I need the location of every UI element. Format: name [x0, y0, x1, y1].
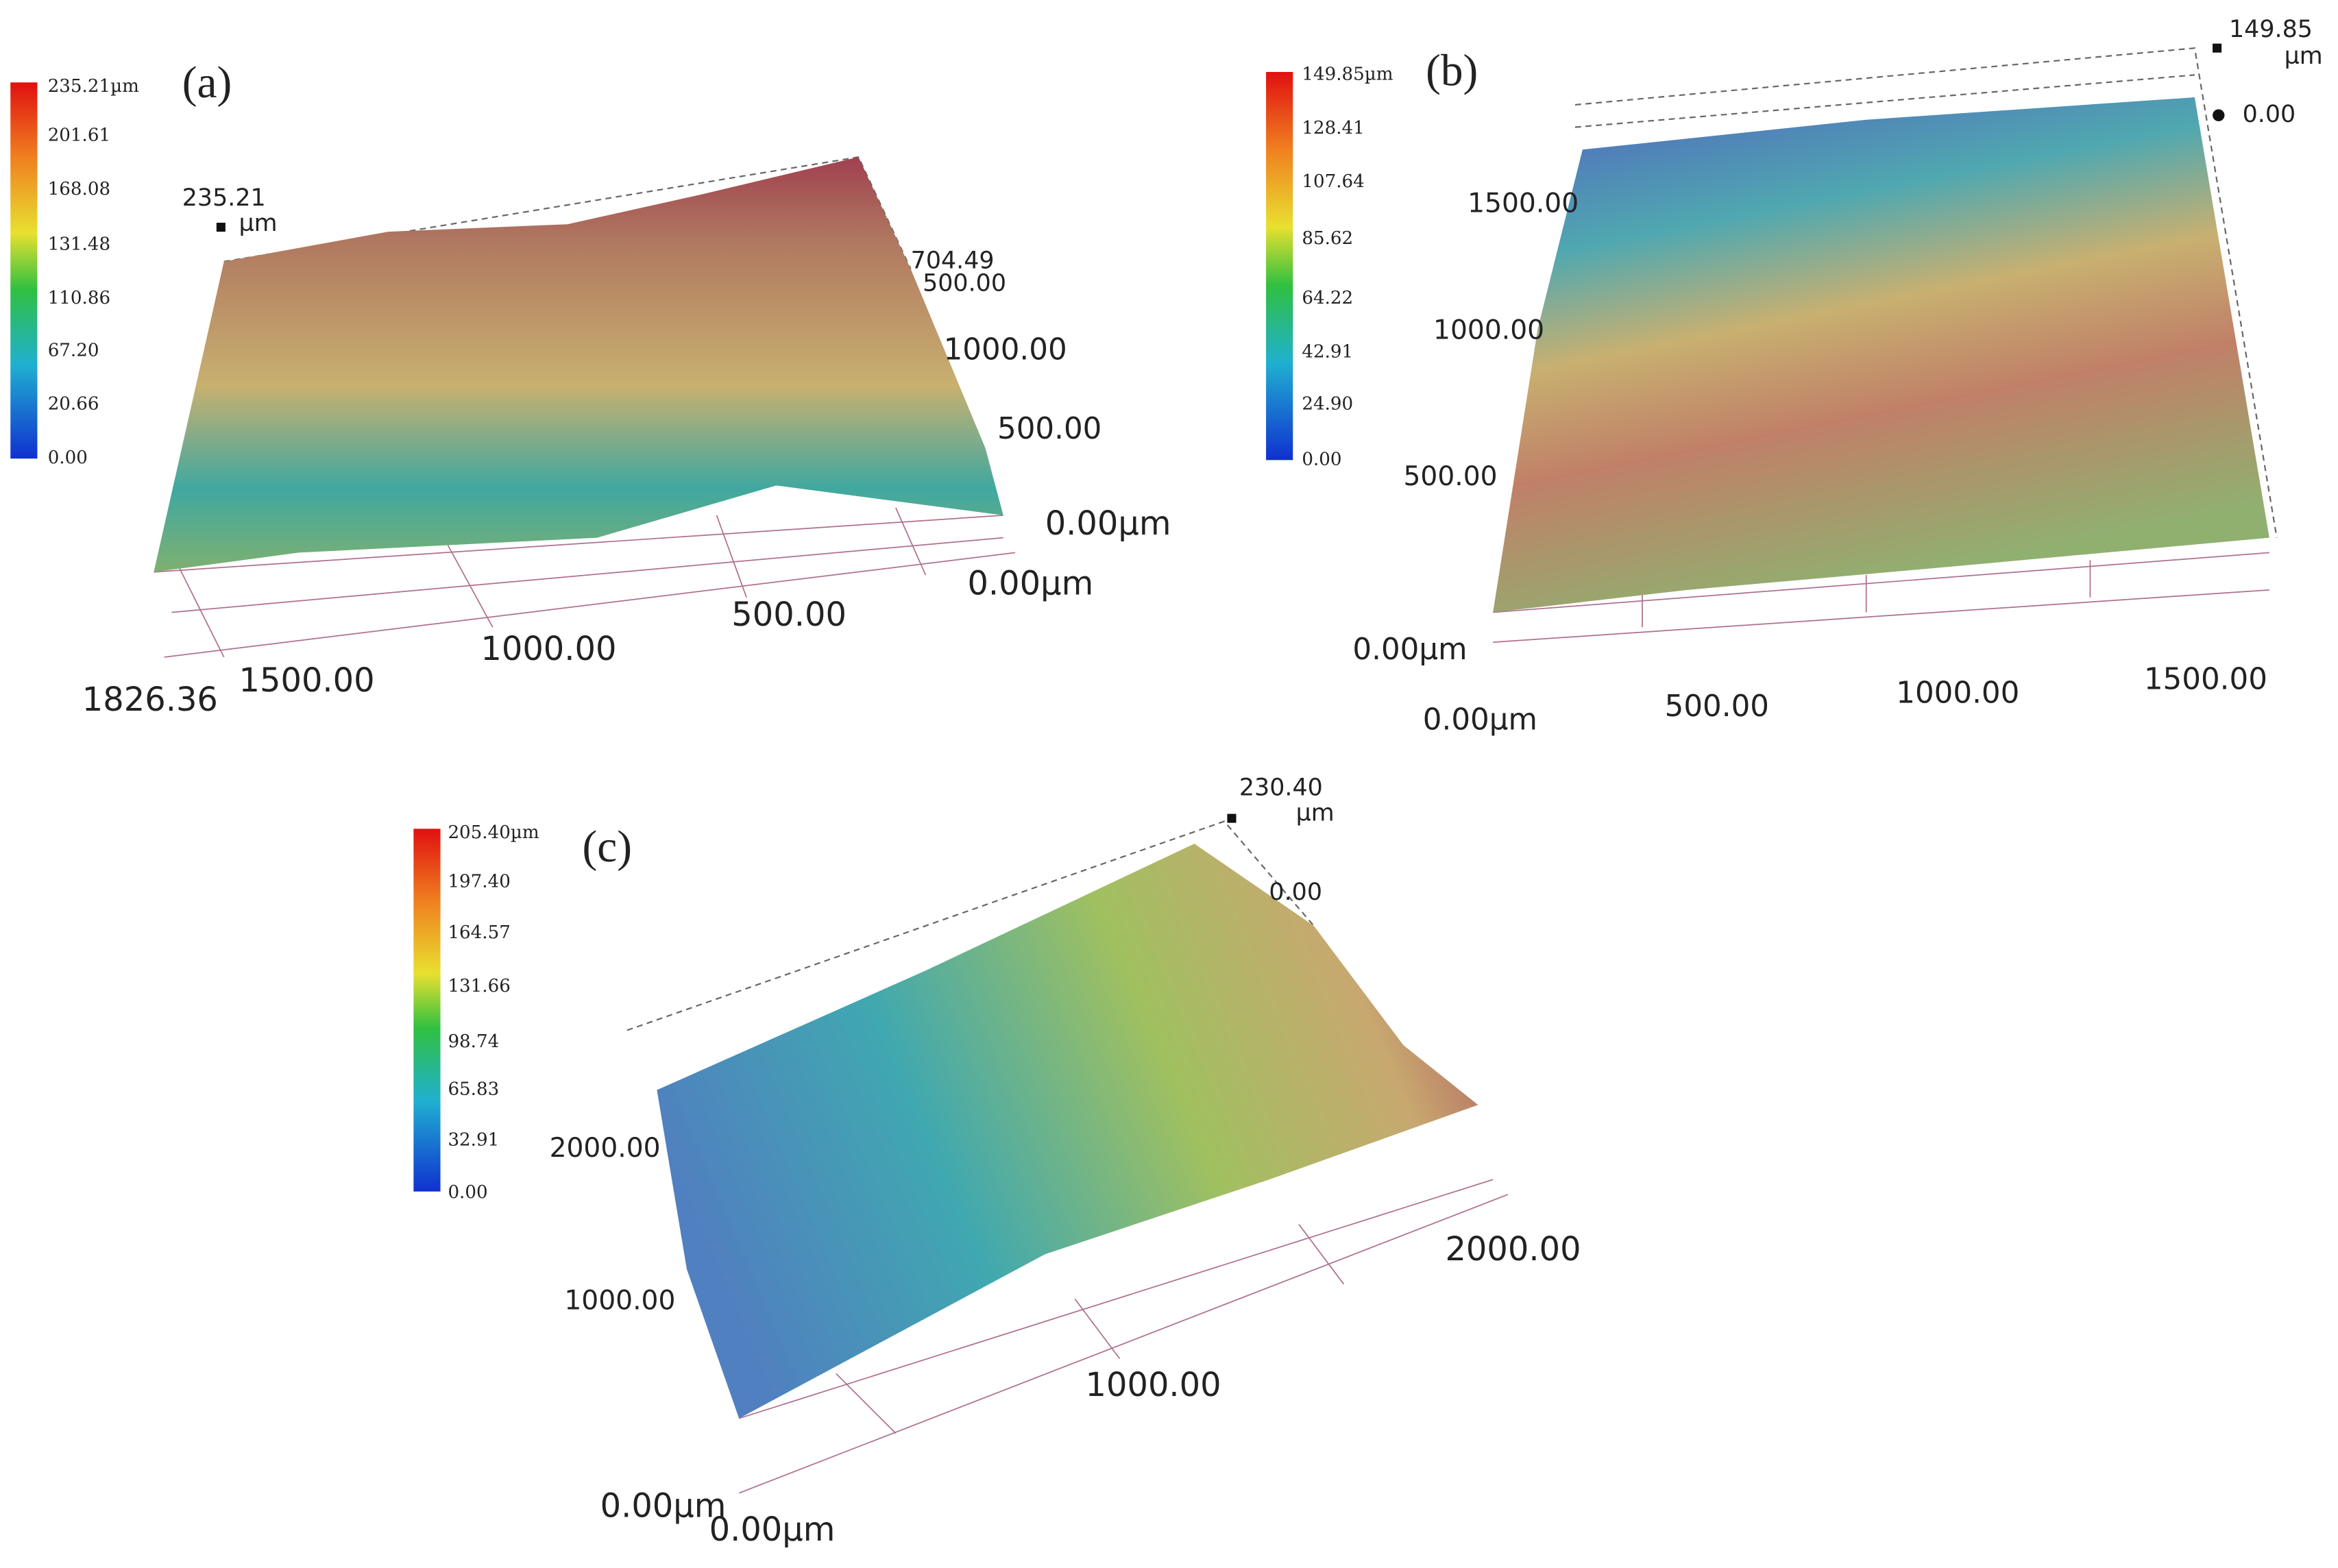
axis-label: µm [2285, 42, 2323, 70]
marker [2213, 109, 2225, 121]
surface-b [1493, 97, 2269, 613]
axis-label: 1000.00 [1086, 1367, 1221, 1404]
axis-label: 500.00 [731, 596, 847, 634]
colorbar-label: 65.83 [448, 1079, 499, 1100]
axis-label: 0.00µm [1352, 633, 1467, 667]
colorbar-a [10, 82, 38, 459]
grid-b [1493, 552, 2269, 643]
colorbar-label: 168.08 [48, 179, 110, 199]
colorbar-label: 149.85µm [1302, 64, 1393, 84]
axis-label: 2000.00 [1445, 1231, 1581, 1269]
colorbar-label: 235.21µm [48, 76, 139, 97]
colorbar-label: 107.64 [1302, 171, 1364, 192]
axis-label: 0.00µm [600, 1487, 727, 1525]
frame-b [1574, 47, 2278, 538]
axis-label: 1000.00 [1433, 315, 1544, 346]
axis-label: 0.00µm [709, 1511, 836, 1549]
axis-label: 1000.00 [1896, 676, 2019, 710]
axis-label: 500.00 [1403, 461, 1497, 492]
colorbar-label: 164.57 [448, 922, 510, 943]
colorbar-c [413, 829, 441, 1192]
axis-label: 0.00µm [967, 565, 1093, 602]
panel-label: (c) [582, 822, 632, 872]
axis-label: 1500.00 [1468, 188, 1579, 219]
colorbar-label: 20.66 [48, 394, 99, 415]
panel-label: (a) [182, 58, 232, 108]
frame-c [626, 820, 1315, 1031]
colorbar-label: 32.91 [448, 1130, 499, 1151]
marker [216, 223, 226, 232]
colorbar-label: 42.91 [1302, 342, 1353, 363]
axis-label: 1000.00 [564, 1285, 675, 1316]
axis-label: 500.00 [997, 412, 1101, 446]
axis-label: 149.85 [2229, 16, 2313, 43]
axis-label: 1000.00 [944, 332, 1067, 367]
axis-label: 2000.00 [550, 1133, 661, 1164]
panel-label: (b) [1426, 46, 1478, 95]
colorbar-label: 67.20 [48, 340, 99, 360]
surface-c [657, 844, 1478, 1419]
colorbar-label: 131.48 [48, 234, 110, 255]
axis-label: 0.00 [1269, 879, 1322, 906]
colorbar-label: 24.90 [1302, 394, 1353, 415]
colorbar-label: 128.41 [1302, 118, 1364, 138]
axis-label: 1500.00 [239, 662, 375, 700]
axis-label: 0.00µm [1045, 505, 1171, 543]
grid-a [154, 507, 1016, 658]
colorbar-label: 0.00 [448, 1182, 487, 1203]
axis-label: 235.21 [182, 184, 266, 212]
axis-label: 500.00 [923, 269, 1006, 297]
axis-label: 1826.36 [82, 681, 218, 719]
marker [2213, 43, 2222, 53]
surface-a [154, 157, 1003, 572]
axis-label: µm [1296, 800, 1335, 827]
colorbar-label: 0.00 [1302, 449, 1341, 469]
axis-label: 0.00 [2243, 101, 2296, 128]
axis-label: µm [239, 210, 278, 237]
axis-label: 230.40 [1239, 774, 1323, 802]
colorbar-label: 201.61 [48, 125, 110, 146]
colorbar-label: 205.40µm [448, 822, 539, 843]
colorbar-b [1266, 72, 1293, 461]
axis-label: 0.00µm [1423, 703, 1537, 737]
colorbar-label: 85.62 [1302, 228, 1353, 249]
grid-c [738, 1179, 1509, 1494]
colorbar-label: 64.22 [1302, 288, 1353, 308]
axis-label: 704.49 [911, 247, 995, 275]
colorbar-label: 0.00 [48, 448, 88, 468]
colorbar-label: 110.86 [48, 288, 110, 308]
axis-label: 1500.00 [2144, 663, 2267, 697]
axis-label: 500.00 [1665, 689, 1769, 724]
colorbar-label: 98.74 [448, 1031, 499, 1052]
colorbar-label: 197.40 [448, 872, 510, 892]
axis-label: 1000.00 [480, 630, 616, 668]
colorbar-label: 131.66 [448, 976, 510, 996]
marker [1227, 813, 1237, 823]
